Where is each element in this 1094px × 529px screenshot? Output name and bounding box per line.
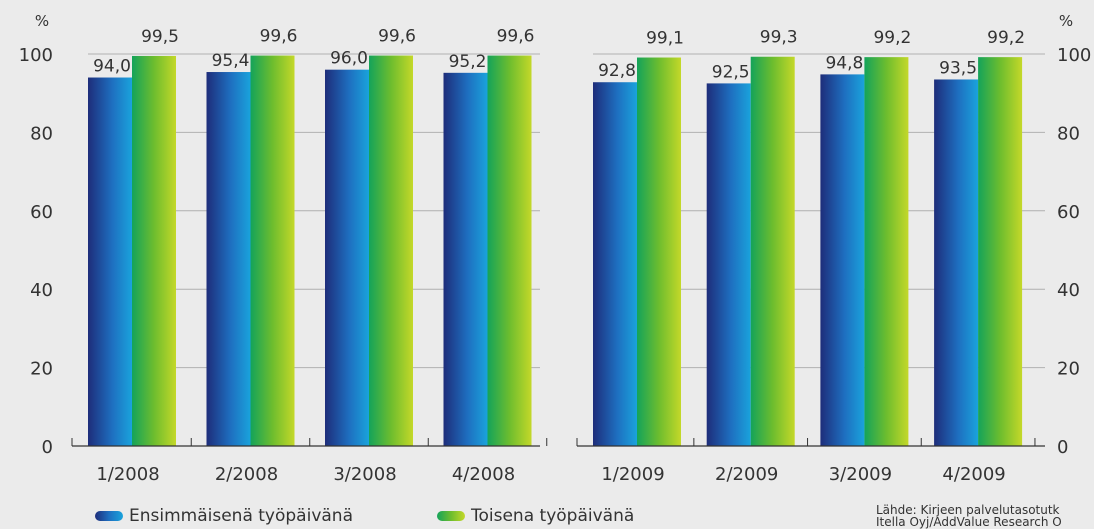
legend-swatch-series1 <box>95 511 123 521</box>
y-unit-label-right: % <box>1059 12 1073 30</box>
x-tick-label: 4/2008 <box>452 464 515 485</box>
bar-series1 <box>934 79 979 446</box>
bar-series2 <box>750 56 795 447</box>
data-label-series2: 99,1 <box>646 29 684 49</box>
y-tick-label: 60 <box>30 202 53 223</box>
y-tick-label: 100 <box>1057 45 1091 66</box>
x-tick-label: 4/2009 <box>942 464 1005 485</box>
y-tick-label: 20 <box>30 359 53 380</box>
data-label-series2: 99,2 <box>987 28 1025 48</box>
bar-series1 <box>88 77 132 447</box>
x-tick-label: 3/2008 <box>333 464 396 485</box>
data-label-series2: 99,2 <box>873 28 911 48</box>
bar-series2 <box>978 57 1023 447</box>
data-label-series2: 99,6 <box>260 27 298 47</box>
y-unit-label-left: % <box>35 12 49 30</box>
bar-series1 <box>820 74 865 446</box>
bar-series2 <box>132 55 176 447</box>
legend-label-series2: Toisena työpäivänä <box>471 506 635 526</box>
bar-series1 <box>593 82 637 446</box>
bar-series1 <box>443 72 488 446</box>
source-line-2: Itella Oyj/AddValue Research O <box>876 515 1062 529</box>
y-tick-label: 60 <box>1057 202 1080 223</box>
data-label-series2: 99,3 <box>760 28 798 48</box>
data-label-series1: 93,5 <box>939 58 977 78</box>
x-tick-label: 1/2009 <box>601 464 664 485</box>
bar-series1 <box>325 69 369 447</box>
y-tick-label: 0 <box>42 437 53 458</box>
y-tick-label: 0 <box>1057 437 1068 458</box>
data-label-series1: 95,2 <box>449 52 487 72</box>
data-label-series1: 94,0 <box>93 57 131 77</box>
y-tick-label: 80 <box>1057 123 1080 144</box>
bar-series2 <box>369 55 413 447</box>
source-note: Lähde: Kirjeen palvelutasotutk Itella Oy… <box>876 504 1094 528</box>
source-line-1: Lähde: Kirjeen palvelutasotutk <box>876 503 1060 517</box>
bar-series2 <box>637 57 681 446</box>
y-tick-label: 20 <box>1057 359 1080 380</box>
legend-label-series1: Ensimmäisenä työpäivänä <box>129 506 353 526</box>
y-tick-label: 100 <box>19 45 53 66</box>
data-label-series2: 99,6 <box>378 27 416 47</box>
data-label-series2: 99,6 <box>497 27 535 47</box>
bar-series2 <box>864 57 909 447</box>
x-tick-label: 2/2008 <box>215 464 278 485</box>
data-label-series1: 95,4 <box>212 51 250 71</box>
bar-series1 <box>206 72 251 447</box>
bar-series2 <box>250 55 295 447</box>
x-tick-label: 3/2009 <box>829 464 892 485</box>
x-tick-label: 2/2009 <box>715 464 778 485</box>
y-tick-label: 40 <box>30 280 53 301</box>
bar-series2 <box>487 55 532 447</box>
data-label-series1: 94,8 <box>825 53 863 73</box>
bar-series1 <box>706 83 751 447</box>
data-label-series2: 99,5 <box>141 27 179 47</box>
y-tick-label: 40 <box>1057 280 1080 301</box>
data-label-series1: 96,0 <box>330 49 368 69</box>
legend-item-series1: Ensimmäisenä työpäivänä <box>95 506 353 526</box>
x-tick-label: 1/2008 <box>96 464 159 485</box>
y-tick-label: 80 <box>30 123 53 144</box>
legend-item-series2: Toisena työpäivänä <box>437 506 634 526</box>
data-label-series1: 92,8 <box>598 61 636 81</box>
data-label-series1: 92,5 <box>712 62 750 82</box>
legend-swatch-series2 <box>437 511 465 521</box>
